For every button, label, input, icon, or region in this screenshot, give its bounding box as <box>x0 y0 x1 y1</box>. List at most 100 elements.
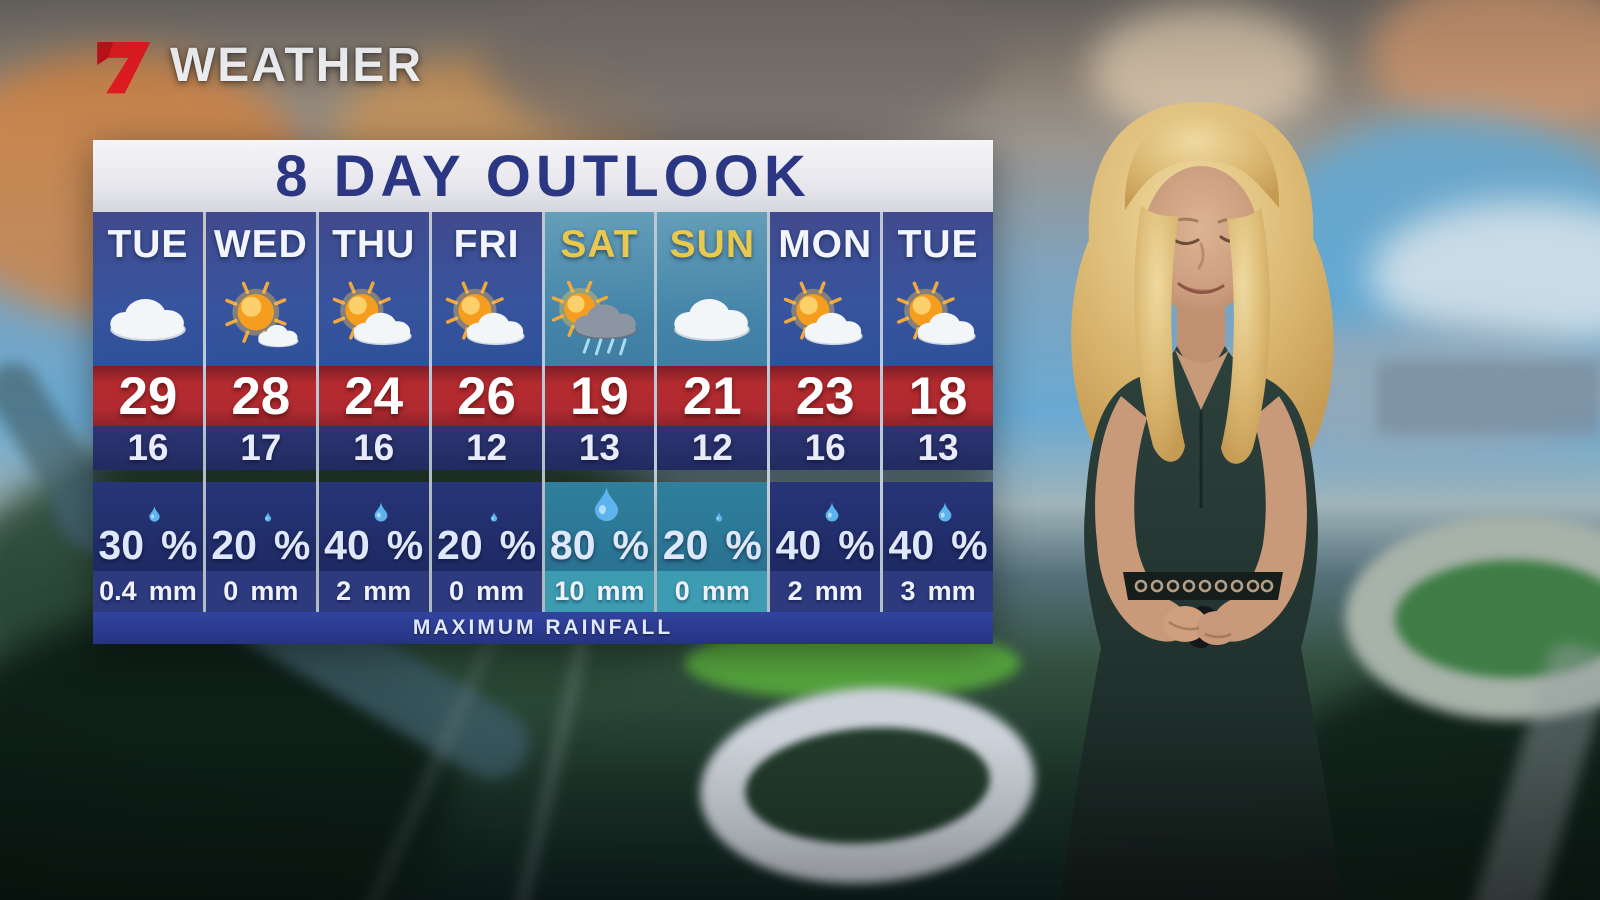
seven-weather-logo: WEATHER <box>92 32 423 98</box>
rain-chance-cell: 20 % <box>205 482 316 571</box>
rain-chance-cell: 20 % <box>431 482 542 571</box>
cloudy-icon <box>660 281 764 364</box>
high-temp: 24 <box>318 366 429 426</box>
low-temp: 16 <box>770 426 881 470</box>
rain-chance-value: 30 <box>98 522 144 568</box>
low-temp: 17 <box>205 426 316 470</box>
column-gap <box>431 470 542 482</box>
forecast-day-column: TUE 29 16 30 % 0.4 mm <box>93 212 206 612</box>
high-temp: 18 <box>883 366 993 426</box>
weather-wordmark: WEATHER <box>170 38 424 92</box>
rain-chance-cell: 40 % <box>318 482 429 571</box>
outlook-title: 8 DAY OUTLOOK <box>93 140 993 212</box>
forecast-day-column: SAT 19 13 80 % 10 mm <box>544 212 658 612</box>
rainfall-cell: 0 mm <box>657 571 768 612</box>
rainfall-unit: mm <box>701 576 750 606</box>
low-temp: 16 <box>93 426 203 470</box>
forecast-day-column: FRI 26 12 20 % 0 mm <box>431 212 545 612</box>
rain-chance-cell: 40 % <box>883 482 993 571</box>
rainfall-unit: mm <box>250 576 299 606</box>
mostly-sunny-icon <box>209 281 313 364</box>
low-temp: 16 <box>318 426 429 470</box>
cloudy-icon <box>96 281 200 364</box>
partly-cloudy-icon <box>322 280 426 364</box>
rainfall-cell: 0.4 mm <box>93 571 203 612</box>
day-label: WED <box>213 223 308 266</box>
showers-icon <box>547 279 651 364</box>
rainfall-cell: 2 mm <box>318 571 429 612</box>
rain-chance-cell: 40 % <box>770 482 881 571</box>
day-label: TUE <box>897 223 979 266</box>
rainfall-unit: mm <box>148 576 197 606</box>
day-label: SAT <box>560 223 639 266</box>
day-label: SUN <box>669 223 755 266</box>
rain-chance-cell: 30 % <box>93 482 203 571</box>
rainfall-amount: 0 <box>449 576 465 606</box>
raindrop-icon <box>373 501 389 522</box>
rainfall-cell: 0 mm <box>205 571 316 612</box>
rainfall-unit: mm <box>927 576 976 606</box>
high-temp: 29 <box>93 366 203 426</box>
rainfall-amount: 3 <box>900 576 916 606</box>
presenter-arms <box>1095 396 1307 642</box>
percent-sign: % <box>951 522 988 568</box>
column-gap <box>318 470 429 482</box>
presenter-belt <box>1123 572 1283 600</box>
rainfall-unit: mm <box>476 576 525 606</box>
day-label: MON <box>778 223 873 266</box>
high-temp: 26 <box>431 366 542 426</box>
column-gap <box>205 470 316 482</box>
low-temp: 12 <box>431 426 542 470</box>
rainfall-amount: 0.4 <box>99 576 137 606</box>
weather-presenter <box>1061 102 1341 900</box>
high-temp: 21 <box>657 366 768 426</box>
column-gap <box>544 470 655 482</box>
partly-cloudy-icon <box>886 280 990 364</box>
raindrop-icon <box>592 484 621 522</box>
raindrop-icon <box>715 511 723 522</box>
rainfall-amount: 0 <box>674 576 690 606</box>
low-temp: 13 <box>883 426 993 470</box>
partly-cloudy-icon <box>435 280 539 364</box>
seven-network-logo-icon <box>97 41 151 94</box>
presenter-hands <box>1163 605 1238 649</box>
rainfall-amount: 2 <box>336 576 352 606</box>
column-gap <box>883 470 993 482</box>
rain-chance-value: 80 <box>549 522 596 568</box>
day-label: TUE <box>107 223 189 266</box>
percent-sign: % <box>273 522 311 568</box>
rain-chance-cell: 20 % <box>657 482 768 571</box>
rainfall-amount: 10 <box>554 576 585 606</box>
raindrop-icon <box>264 511 272 522</box>
percent-sign: % <box>725 522 762 568</box>
forecast-day-column: WED 28 17 20 % 0 mm <box>205 212 319 612</box>
forecast-day-column: SUN 21 12 20 % 0 mm <box>657 212 771 612</box>
raindrop-icon <box>490 511 498 522</box>
rain-chance-value: 40 <box>888 522 935 568</box>
outlook-columns: TUE 29 16 30 % 0.4 mm WED <box>93 212 993 612</box>
raindrop-icon <box>824 501 840 522</box>
eight-day-outlook-panel: 8 DAY OUTLOOK TUE 29 16 30 % 0.4 mm <box>93 140 993 644</box>
high-temp: 19 <box>544 366 655 426</box>
forecast-day-column: THU 24 16 40 % 2 mm <box>318 212 432 612</box>
forecast-day-column: TUE 18 13 40 % 3 mm <box>883 212 993 612</box>
rain-chance-value: 20 <box>437 522 483 568</box>
rainfall-cell: 0 mm <box>431 571 542 612</box>
rain-chance-value: 20 <box>211 522 257 568</box>
low-temp: 13 <box>544 426 655 470</box>
rain-chance-value: 40 <box>324 522 370 568</box>
rainfall-amount: 2 <box>787 576 803 606</box>
rainfall-unit: mm <box>363 576 412 606</box>
rainfall-unit: mm <box>596 576 645 606</box>
day-label: THU <box>332 223 416 266</box>
rain-chance-cell: 80 % <box>544 482 655 571</box>
raindrop-icon <box>937 501 953 522</box>
column-gap <box>93 470 203 482</box>
rain-chance-value: 20 <box>662 522 709 568</box>
day-label: FRI <box>453 223 520 266</box>
percent-sign: % <box>161 522 198 568</box>
rainfall-amount: 0 <box>223 576 239 606</box>
rainfall-cell: 2 mm <box>770 571 881 612</box>
forecast-day-column: MON 23 16 40 % 2 mm <box>770 212 884 612</box>
